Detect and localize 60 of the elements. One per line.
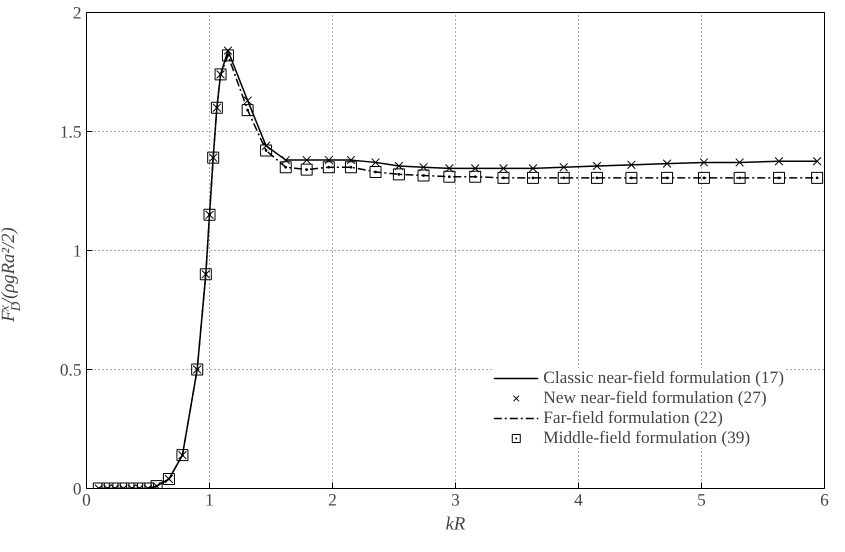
point <box>592 162 602 170</box>
x-tick-label: 1 <box>205 490 214 510</box>
point <box>262 141 270 150</box>
y-tick-label: 2 <box>72 4 82 22</box>
point <box>344 161 357 174</box>
point <box>242 104 254 116</box>
point <box>590 172 603 184</box>
point <box>625 172 638 184</box>
point <box>661 172 674 184</box>
point <box>735 158 744 167</box>
y-tick-label: 0.5 <box>60 360 82 380</box>
legend-label: New near-field formulation (27) <box>543 388 767 408</box>
point <box>774 156 784 166</box>
x-tick-label: 4 <box>574 490 584 510</box>
legend-label: Far-field formulation (22) <box>543 408 723 428</box>
x-tick-label: 3 <box>451 490 460 510</box>
point <box>260 144 272 157</box>
y-tick-label: 1.5 <box>60 122 82 142</box>
point <box>418 170 430 182</box>
point <box>812 156 822 166</box>
point <box>281 156 290 164</box>
point <box>497 172 510 184</box>
y-tick-label: 1 <box>72 242 82 260</box>
point <box>300 164 313 176</box>
point <box>528 164 538 173</box>
point <box>444 164 454 173</box>
point <box>224 46 232 55</box>
x-tick-label: 6 <box>820 490 830 510</box>
point <box>280 161 292 174</box>
y-axis-title: FDx/(ρgRa²/2) <box>0 227 23 323</box>
point <box>346 156 356 164</box>
legend-label: Middle-field formulation (39) <box>543 428 750 448</box>
point <box>811 172 824 184</box>
point <box>392 168 405 180</box>
point <box>698 172 710 184</box>
point <box>371 158 380 167</box>
point <box>469 170 482 183</box>
point <box>322 161 335 174</box>
point <box>772 172 785 184</box>
point <box>526 172 539 184</box>
point <box>499 164 508 173</box>
point <box>419 162 428 172</box>
point <box>370 166 382 178</box>
x-tick-label: 2 <box>328 490 337 510</box>
point <box>558 172 570 184</box>
point <box>302 156 312 164</box>
x-axis-title: kR <box>446 514 466 534</box>
point <box>222 49 234 62</box>
point <box>243 96 252 105</box>
point <box>662 159 672 168</box>
point <box>700 158 708 167</box>
point <box>324 156 334 164</box>
point <box>394 162 404 170</box>
legend-label: Classic near-field formulation (17) <box>543 368 784 388</box>
point <box>443 170 456 183</box>
point <box>559 162 568 172</box>
point <box>627 160 636 170</box>
point <box>470 164 480 173</box>
x-tick-label: 5 <box>697 490 706 510</box>
point <box>734 172 746 184</box>
